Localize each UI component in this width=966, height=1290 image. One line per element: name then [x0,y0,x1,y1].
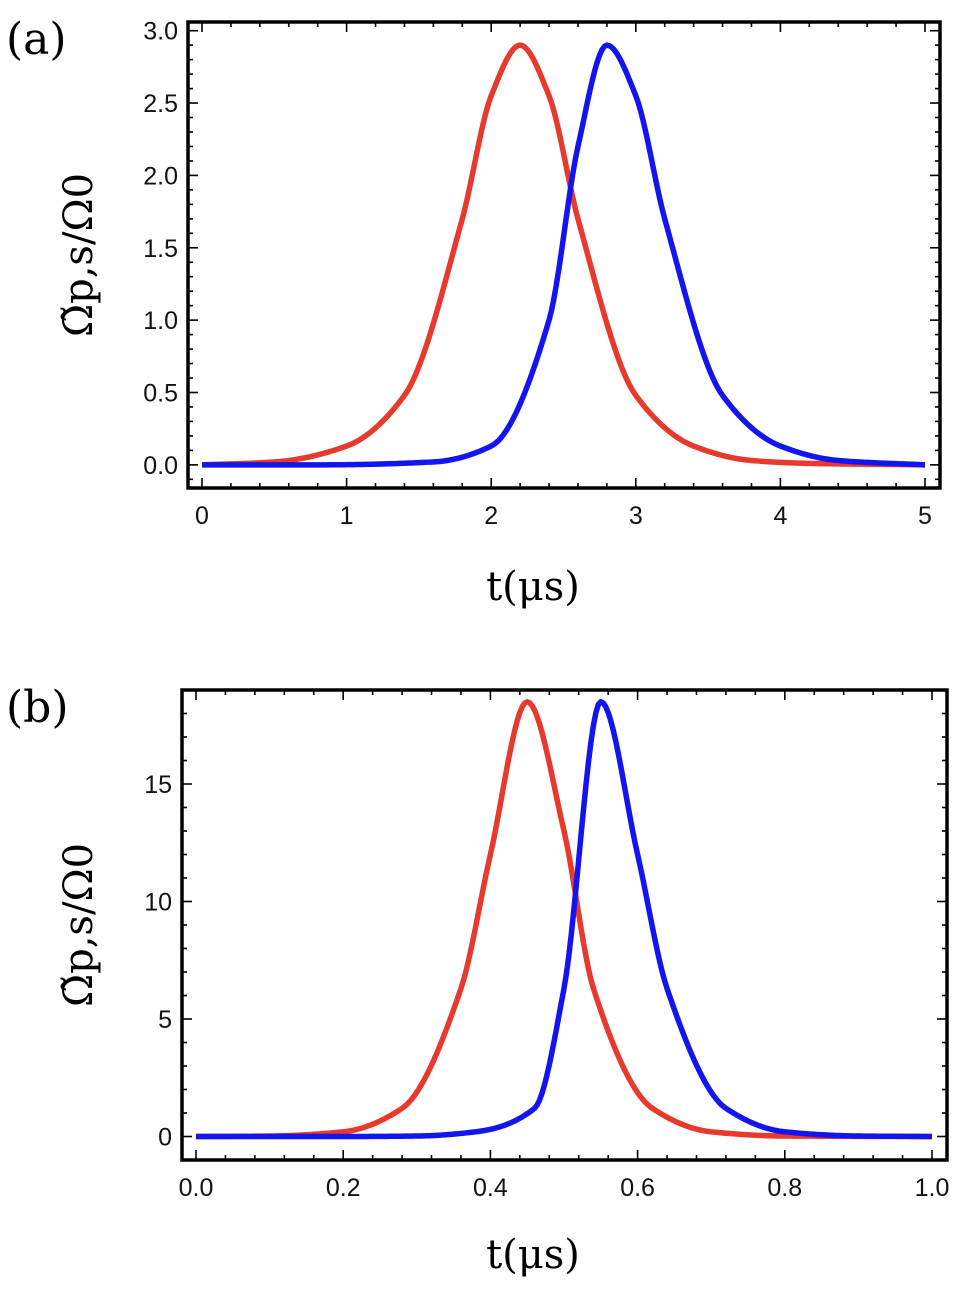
x-axis-label-b: t(μs) [486,1232,580,1278]
panel-label-a: (a) [6,14,67,65]
x-tick-label: 0.4 [473,1174,508,1202]
series-line-blue [195,699,933,1140]
x-tick-label: 5 [918,502,932,530]
x-tick-label: 0.6 [620,1174,655,1202]
y-tick-label: 0.0 [143,452,178,480]
series-b [195,699,933,1140]
plot-frame-b [180,688,949,1162]
x-tick-label: 0.0 [179,1174,214,1202]
x-tick-label: 1.0 [915,1174,950,1202]
y-axis-label-a: Ω̃p,s/Ω0 [56,173,102,337]
ticks-a [188,22,940,488]
y-tick-label: 10 [144,889,172,917]
x-tick-label: 1 [340,502,354,530]
y-tick-label: 0 [158,1124,172,1152]
y-tick-label: 15 [144,771,172,799]
x-tick-label: 0 [195,502,209,530]
x-tick-label: 2 [484,502,498,530]
plot-frame-a [186,20,942,490]
y-tick-label: 3.0 [143,18,178,46]
x-tick-label: 3 [629,502,643,530]
panel-a: (a) 0 1 2 3 4 5 0.0 0.5 1.0 1.5 2.0 2.5 3.0 t(μs) Ω̃… [6,14,942,610]
panel-b: (b) 0.0 0.2 0.4 0.6 0.8 1.0 0 5 10 15 t(μs) Ω̃p,s… [6,682,949,1278]
tick-labels-a: 0 1 2 3 4 5 0.0 0.5 1.0 1.5 2.0 2.5 3.0 [143,18,932,530]
x-tick-label: 0.2 [326,1174,361,1202]
series-line-red [201,42,926,468]
series-line-red [195,699,933,1140]
ticks-b [182,689,947,1161]
series-a [201,42,926,468]
y-axis-label-b: Ω̃p,s/Ω0 [56,843,102,1007]
y-tick-label: 1.0 [143,307,178,335]
x-axis-label-a: t(μs) [486,564,580,610]
y-tick-label: 0.5 [143,379,178,407]
y-tick-label: 5 [158,1006,172,1034]
panel-label-b: (b) [6,682,69,733]
series-line-blue [201,42,926,468]
tick-labels-b: 0.0 0.2 0.4 0.6 0.8 1.0 0 5 10 15 [144,771,949,1202]
y-tick-label: 2.0 [143,162,178,190]
x-tick-label: 4 [773,502,787,530]
y-tick-label: 2.5 [143,90,178,118]
y-tick-label: 1.5 [143,235,178,263]
x-tick-label: 0.8 [767,1174,802,1202]
